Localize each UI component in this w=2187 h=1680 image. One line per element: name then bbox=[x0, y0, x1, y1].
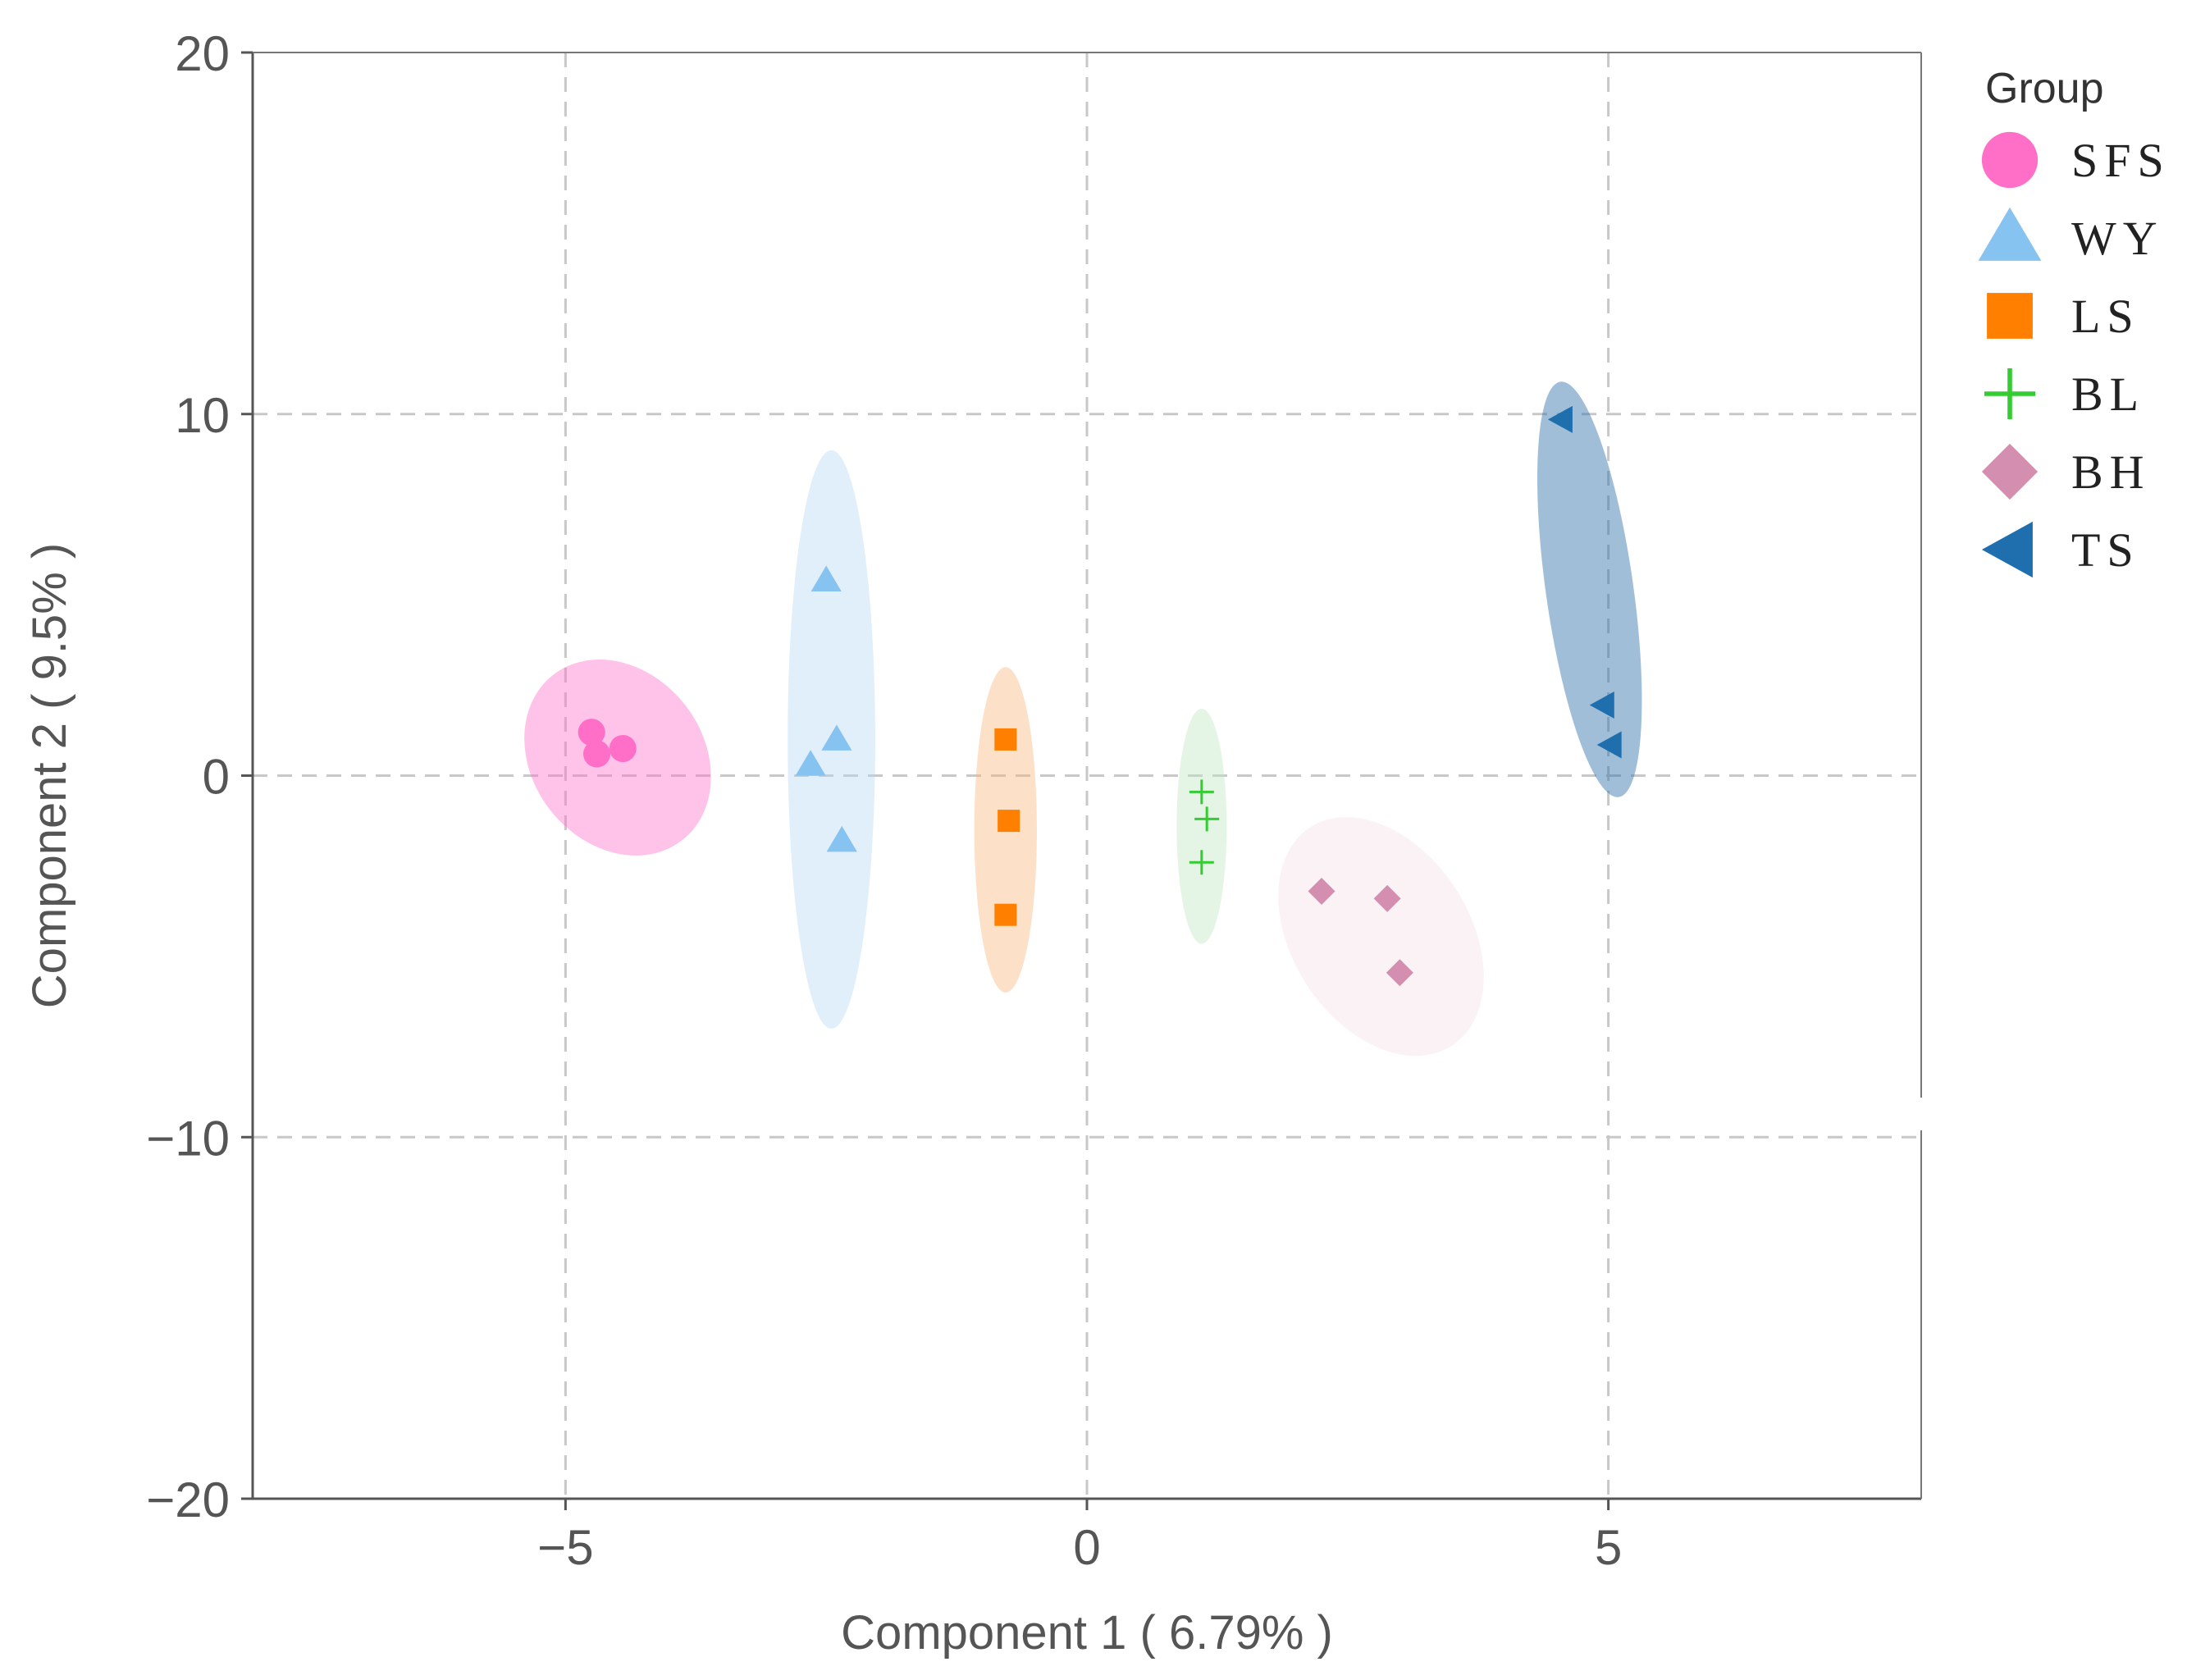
legend-label-wy: WY bbox=[2071, 212, 2164, 265]
y-axis-label: Component 2 ( 9.5% ) bbox=[23, 543, 76, 1008]
legend-marker-ls bbox=[1987, 293, 2033, 339]
point-bh bbox=[1308, 878, 1335, 906]
point-bl bbox=[1194, 806, 1220, 832]
legend-marker-sfs bbox=[1981, 131, 2039, 189]
point-ls bbox=[998, 810, 1020, 833]
point-sfs bbox=[578, 719, 605, 746]
axes: −20 −10 0 10 20 −5 0 5 bbox=[146, 26, 1922, 1575]
y-tick-label: 0 bbox=[203, 750, 230, 805]
legend-marker-wy bbox=[1978, 207, 2042, 261]
legend-label-sfs: SFS bbox=[2071, 134, 2171, 187]
x-tick-label: 5 bbox=[1595, 1520, 1622, 1575]
y-tick-label: −20 bbox=[146, 1472, 230, 1527]
y-tick-label: 20 bbox=[175, 26, 230, 81]
confidence-ellipses bbox=[524, 381, 1642, 1057]
point-ts bbox=[1596, 731, 1622, 759]
x-tick-label: −5 bbox=[537, 1520, 593, 1575]
legend-title: Group bbox=[1985, 65, 2104, 112]
point-ls bbox=[994, 903, 1017, 926]
y-tick-label: 10 bbox=[175, 388, 230, 443]
point-ts bbox=[1547, 405, 1573, 433]
y-tick-label: −10 bbox=[146, 1111, 230, 1166]
point-sfs bbox=[583, 740, 611, 768]
point-wy bbox=[795, 750, 826, 776]
legend-label-ls: LS bbox=[2071, 290, 2140, 343]
x-axis-label: Component 1 ( 6.79% ) bbox=[841, 1606, 1333, 1659]
point-wy bbox=[821, 724, 852, 751]
ellipse-bh bbox=[1278, 817, 1484, 1057]
point-ls bbox=[994, 728, 1017, 751]
ellipse-ts bbox=[1537, 381, 1642, 797]
legend-label-bh: BH bbox=[2071, 445, 2151, 499]
data-points bbox=[578, 405, 1622, 987]
point-sfs bbox=[609, 734, 637, 762]
legend-marker-ts bbox=[1981, 521, 2033, 578]
grid-lines bbox=[253, 52, 1921, 1499]
point-wy bbox=[826, 825, 857, 852]
point-bh bbox=[1386, 959, 1413, 987]
point-bl bbox=[1189, 779, 1214, 805]
point-bl bbox=[1189, 850, 1214, 875]
legend-marker-bl bbox=[1984, 368, 2035, 419]
legend-marker-bh bbox=[1981, 443, 2039, 500]
point-ts bbox=[1589, 692, 1614, 719]
point-bh bbox=[1373, 884, 1401, 912]
legend: Group SFS WY LS BL BH TS bbox=[1978, 65, 2171, 578]
x-tick-label: 0 bbox=[1073, 1520, 1100, 1575]
point-wy bbox=[810, 565, 842, 591]
ellipse-bl bbox=[1176, 708, 1227, 944]
legend-label-bl: BL bbox=[2071, 368, 2145, 421]
legend-label-ts: TS bbox=[2071, 523, 2140, 577]
